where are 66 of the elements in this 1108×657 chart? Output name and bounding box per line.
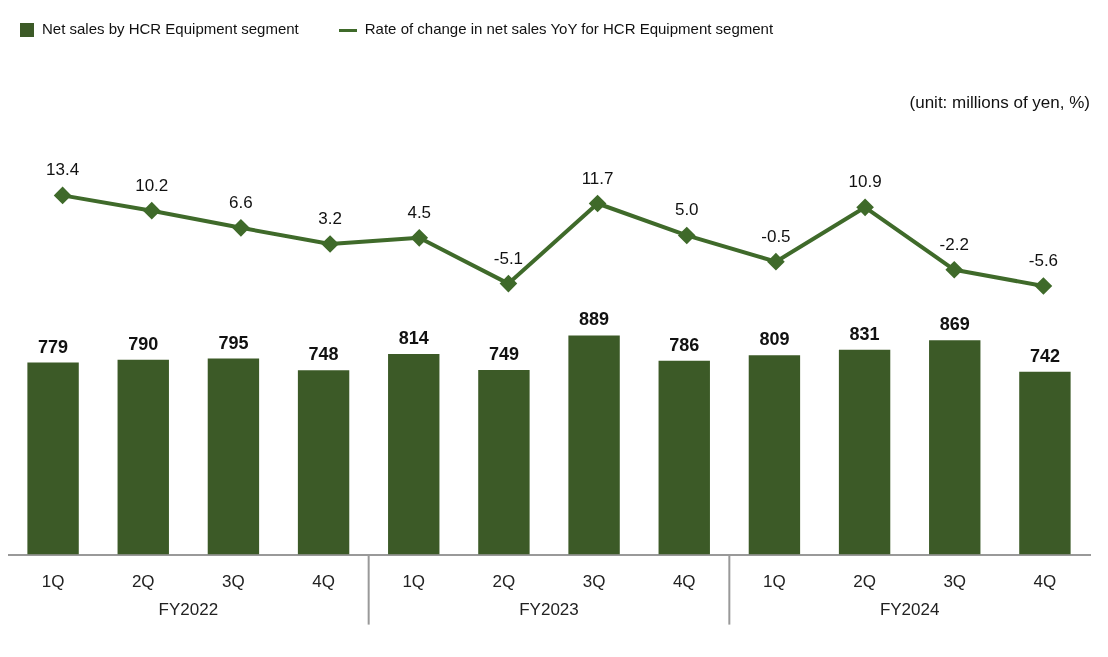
point — [54, 187, 71, 204]
data-label: 814 — [398, 327, 429, 348]
data-label: 3.2 — [318, 209, 342, 229]
data-label: 749 — [488, 343, 519, 364]
x-tick-label: 2Q — [492, 572, 516, 592]
data-label: 10.2 — [135, 175, 169, 195]
data-label: 5.0 — [674, 200, 699, 220]
data-label: -5.1 — [493, 248, 524, 268]
bar — [478, 369, 530, 555]
bar — [929, 340, 981, 555]
data-label: 795 — [218, 332, 249, 353]
data-label: -2.2 — [939, 234, 969, 254]
x-tick-label: 4Q — [1033, 572, 1057, 592]
data-label: 831 — [849, 323, 880, 344]
x-tick-label: 3Q — [943, 572, 967, 592]
chart-subtitle: (unit: millions of yen, %) — [909, 92, 1090, 112]
data-label: 11.7 — [581, 168, 614, 188]
point — [857, 199, 874, 216]
data-label: 742 — [1029, 345, 1060, 366]
x-tick-label: 3Q — [222, 572, 245, 592]
point — [232, 219, 249, 236]
bar — [838, 349, 891, 555]
bar — [388, 353, 440, 555]
x-tick-label: 4Q — [312, 572, 335, 592]
legend-label: Net sales by HCR Equipment segment — [42, 20, 299, 37]
text: FY2022 — [158, 599, 219, 619]
bar — [297, 370, 350, 555]
x-tick-label: 1Q — [41, 572, 65, 592]
data-label: 779 — [38, 336, 69, 357]
point — [767, 253, 784, 270]
x-tick-label: 3Q — [582, 572, 606, 592]
text: FY2024 — [879, 599, 940, 619]
legend-label: Rate of change in net sales YoY for HCR Equipment segment — [364, 20, 774, 37]
data-label: -5.6 — [1028, 251, 1059, 270]
x-tick-label: 2Q — [131, 572, 155, 592]
x-tick-label: 4Q — [672, 572, 696, 592]
bar — [658, 360, 710, 555]
data-label: 809 — [759, 329, 790, 350]
bar — [117, 359, 169, 555]
bar — [207, 358, 260, 555]
point — [143, 202, 160, 219]
data-label: 786 — [669, 334, 700, 355]
data-label: 790 — [128, 333, 159, 354]
point — [322, 236, 339, 253]
point — [589, 195, 606, 212]
data-label: 748 — [308, 344, 339, 365]
bar — [1019, 371, 1071, 555]
data-label: 869 — [939, 314, 970, 335]
data-label: 13.4 — [46, 160, 80, 180]
point — [946, 261, 963, 278]
x-tick-label: 2Q — [853, 572, 876, 592]
point — [678, 227, 695, 244]
data-label: 6.6 — [229, 192, 253, 212]
text: FY2023 — [519, 599, 579, 619]
data-label: 10.9 — [848, 172, 882, 192]
bar — [568, 335, 620, 555]
bar — [748, 355, 801, 555]
data-label: -0.5 — [761, 226, 791, 246]
point — [1035, 278, 1052, 294]
point — [411, 229, 428, 246]
point — [500, 275, 517, 292]
x-tick-label: 1Q — [402, 572, 426, 592]
data-label: 4.5 — [407, 202, 432, 222]
x-tick-label: 1Q — [763, 572, 786, 592]
data-label: 889 — [579, 309, 610, 330]
bar — [27, 362, 79, 555]
